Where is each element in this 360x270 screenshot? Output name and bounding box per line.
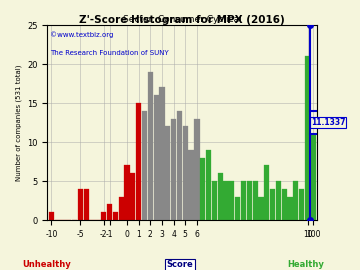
Bar [299, 189, 304, 220]
Bar [107, 204, 112, 220]
Bar [118, 197, 124, 220]
Bar [276, 181, 281, 220]
Bar [241, 181, 246, 220]
Y-axis label: Number of companies (531 total): Number of companies (531 total) [15, 64, 22, 181]
Bar [270, 189, 275, 220]
Bar [159, 87, 165, 220]
Bar [258, 197, 264, 220]
Bar [125, 166, 130, 220]
Bar [49, 212, 54, 220]
Text: ©www.textbiz.org: ©www.textbiz.org [50, 31, 113, 38]
Bar [206, 150, 211, 220]
Bar [130, 173, 135, 220]
Bar [247, 181, 252, 220]
Bar [305, 56, 310, 220]
Bar [311, 134, 316, 220]
Bar [183, 126, 188, 220]
Bar [148, 72, 153, 220]
Bar [171, 119, 176, 220]
Bar [165, 126, 170, 220]
Bar [78, 189, 83, 220]
Bar [212, 181, 217, 220]
Text: 11.1337: 11.1337 [311, 118, 345, 127]
Text: Score: Score [167, 260, 193, 269]
Bar [101, 212, 106, 220]
Bar [287, 197, 293, 220]
Bar [188, 150, 194, 220]
Bar [84, 189, 89, 220]
Bar [235, 197, 240, 220]
Bar [217, 173, 223, 220]
Bar [264, 166, 269, 220]
Bar [136, 103, 141, 220]
Title: Z'-Score Histogram for MPX (2016): Z'-Score Histogram for MPX (2016) [80, 15, 285, 25]
Text: Unhealthy: Unhealthy [22, 260, 71, 269]
Bar [153, 95, 159, 220]
Bar [142, 111, 147, 220]
Text: The Research Foundation of SUNY: The Research Foundation of SUNY [50, 50, 169, 56]
Text: Healthy: Healthy [288, 260, 324, 269]
Bar [224, 181, 229, 220]
Bar [229, 181, 234, 220]
Bar [177, 111, 182, 220]
Bar [113, 212, 118, 220]
Bar [282, 189, 287, 220]
Text: Sector: Consumer Cyclical: Sector: Consumer Cyclical [123, 15, 242, 24]
Bar [194, 119, 199, 220]
Bar [293, 181, 298, 220]
Bar [200, 158, 205, 220]
Bar [252, 181, 258, 220]
